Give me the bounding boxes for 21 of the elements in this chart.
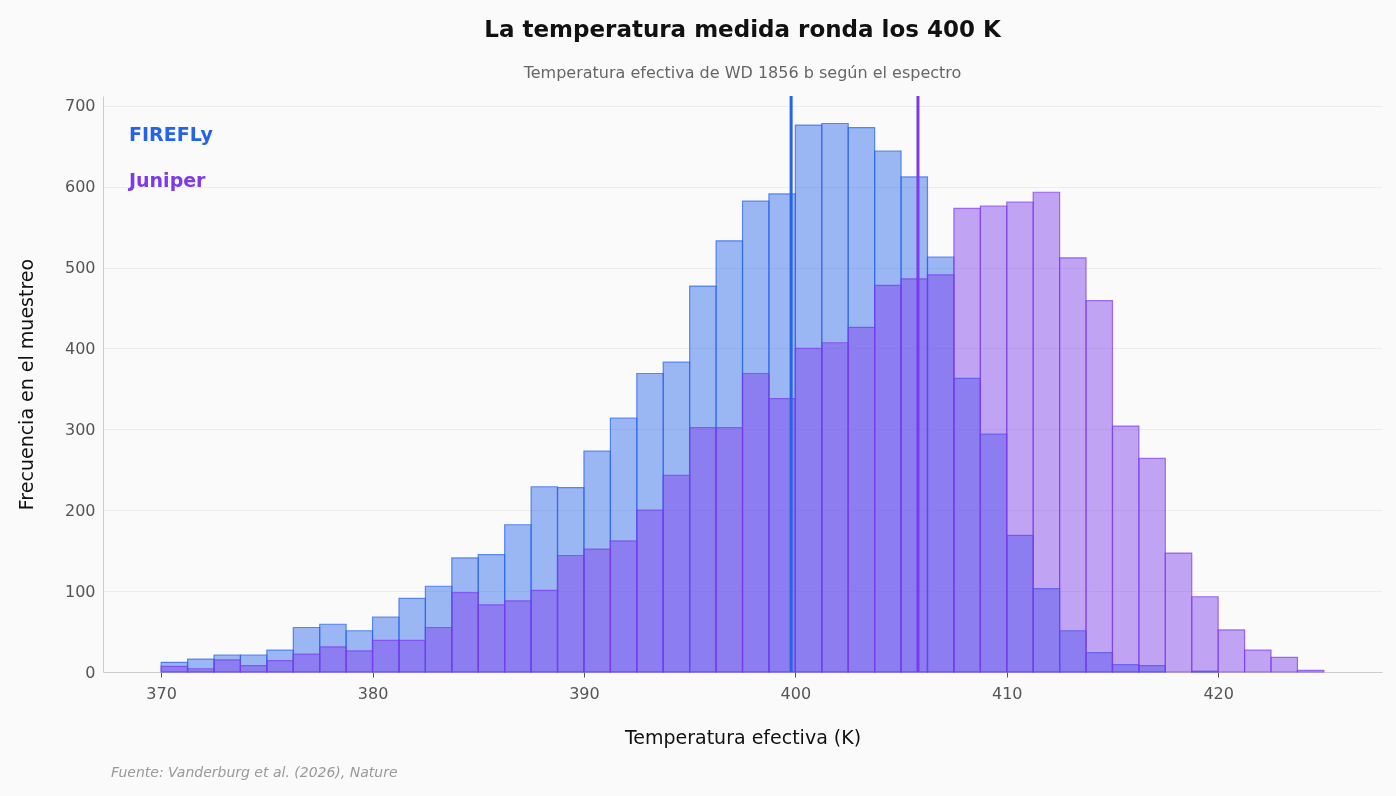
y-tick-label: 700 bbox=[64, 96, 96, 116]
text: FIREFLy bbox=[129, 123, 214, 145]
x-tick-label: 420 bbox=[1203, 683, 1234, 703]
x-axis-title: Temperatura efectiva (K) bbox=[623, 725, 862, 748]
y-tick-label: 500 bbox=[64, 258, 96, 278]
text: Juniper bbox=[127, 169, 207, 191]
y-tick-label: 300 bbox=[64, 419, 96, 439]
x-tick-label: 380 bbox=[357, 683, 389, 703]
source-note: Fuente: Vanderburg et al. (2026), Nature bbox=[111, 764, 398, 780]
y-tick-label: 600 bbox=[64, 177, 96, 197]
x-tick-label: 370 bbox=[146, 683, 177, 703]
y-tick-label: 200 bbox=[64, 500, 96, 520]
y-tick-label: 100 bbox=[64, 581, 96, 601]
x-tick-label: 400 bbox=[780, 683, 812, 703]
y-axis-title: Frecuencia en el muestreo bbox=[14, 258, 37, 511]
chart-subtitle: Temperatura efectiva de WD 1856 b según el espectro bbox=[522, 62, 962, 82]
y-tick-label: 400 bbox=[64, 338, 96, 358]
chart-title: La temperatura medida ronda los 400 K bbox=[484, 15, 1002, 42]
x-tick-label: 390 bbox=[569, 683, 600, 703]
y-tick-label: 0 bbox=[85, 662, 96, 682]
x-tick-label: 410 bbox=[991, 683, 1023, 703]
